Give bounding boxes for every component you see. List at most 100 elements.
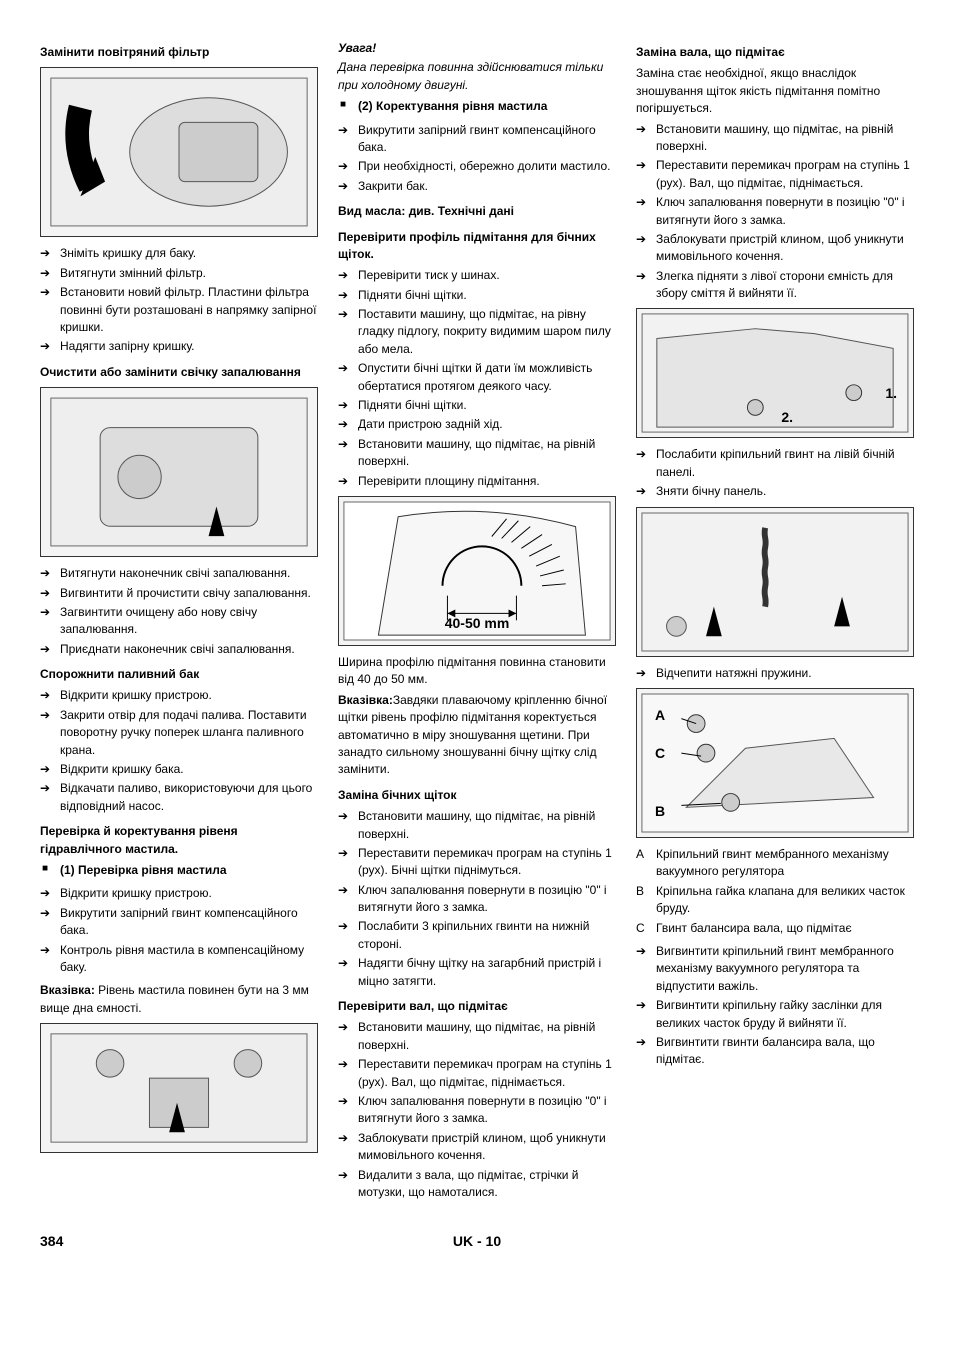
heading-spark-plug: Очистити або замінити свічку запалювання: [40, 364, 318, 381]
figure-oil-tank: [40, 1023, 318, 1153]
list-item: Послабити 3 кріпильних гвинти на нижній …: [338, 918, 616, 953]
list-item: Вигвинтити гвинти балансира вала, що під…: [636, 1034, 914, 1069]
heading-sweep-profile: Перевірити профіль підмітання для бічних…: [338, 229, 616, 264]
legend-item: CГвинт балансира вала, що підмітає: [636, 920, 914, 937]
page-columns: Замінити повітряний фільтр Зніміть кришк…: [40, 36, 914, 1207]
figure-label-b: B: [655, 801, 665, 821]
oil-check-sq: (1) Перевірка рівня мастила: [40, 862, 318, 879]
list-item: Перевірити тиск у шинах.: [338, 267, 616, 284]
list-item: Встановити машину, що підмітає, на рівні…: [338, 436, 616, 471]
fuel-steps: Відкрити кришку пристрою. Закрити отвір …: [40, 687, 318, 815]
shaft-replace-steps-d: Вигвинтити кріпильний гвинт мембранного …: [636, 943, 914, 1069]
list-item: Витягнути наконечник свічі запалювання.: [40, 565, 318, 582]
shaft-replace-steps-c: Відчепити натяжні пружини.: [636, 665, 914, 682]
list-item: Поставити машину, що підмітає, на рівну …: [338, 306, 616, 358]
oil-correct-sq: (2) Коректування рівня мастила: [338, 98, 616, 115]
legend-item: BКріпильна гайка клапана для великих час…: [636, 883, 914, 918]
column-1: Замінити повітряний фільтр Зніміть кришк…: [40, 36, 318, 1207]
list-item: Закрити бак.: [338, 178, 616, 195]
figure-springs: [636, 507, 914, 657]
filter-steps: Зніміть кришку для баку. Витягнути змінн…: [40, 245, 318, 355]
attention-heading: Увага!: [338, 40, 616, 57]
list-item: Підняти бічні щітки.: [338, 397, 616, 414]
figure-panel-screws: 1. 2.: [636, 308, 914, 438]
list-item: Відкачати паливо, використовуючи для цьо…: [40, 780, 318, 815]
legend-item: AКріпильний гвинт мембранного механізму …: [636, 846, 914, 881]
list-item: Викрутити запірний гвинт компенсаційного…: [338, 122, 616, 157]
footer-page-left: 384: [40, 1231, 63, 1251]
list-item: Контроль рівня мастила в компенсаційному…: [40, 942, 318, 977]
list-item: Закрити отвір для подачі палива. Постави…: [40, 707, 318, 759]
list-item: Зняти бічну панель.: [636, 483, 914, 500]
figure-sweep-width: 40-50 mm: [338, 496, 616, 646]
heading-oil-type: Вид масла: див. Технічні дані: [338, 203, 616, 220]
replace-shaft-intro: Заміна стає необхідної, якщо внаслідок з…: [636, 65, 914, 117]
corr-steps: Викрутити запірний гвинт компенсаційного…: [338, 122, 616, 196]
attention-text: Дана перевірка повинна здійснюватися тіл…: [338, 59, 616, 94]
list-item: Надягти бічну щітку на загарбний пристрі…: [338, 955, 616, 990]
column-2: Увага! Дана перевірка повинна здійснюват…: [338, 36, 616, 1207]
footer-center: UK - 10: [453, 1231, 501, 1251]
list-item: Підняти бічні щітки.: [338, 287, 616, 304]
list-item: Видалити з вала, що підмітає, стрічки й …: [338, 1167, 616, 1202]
list-item: Послабити кріпильний гвинт на лівій бічн…: [636, 446, 914, 481]
list-item: Відкрити кришку пристрою.: [40, 687, 318, 704]
figure-abc: A C B: [636, 688, 914, 838]
list-item: Опустити бічні щітки й дати їм можливіст…: [338, 360, 616, 395]
list-item: Переставити перемикач програм на ступінь…: [636, 157, 914, 192]
list-item: Витягнути змінний фільтр.: [40, 265, 318, 282]
list-item: Встановити новий фільтр. Пластини фільтр…: [40, 284, 318, 336]
shaft-replace-steps-a: Встановити машину, що підмітає, на рівні…: [636, 121, 914, 303]
list-item: Загвинтити очищену або нову свічу запалю…: [40, 604, 318, 639]
list-item: Ключ запалювання повернути в позицію "0"…: [338, 882, 616, 917]
heading-fuel-tank: Спорожнити паливний бак: [40, 666, 318, 683]
page-footer: 384 UK - 10: [40, 1231, 914, 1251]
list-item: Ключ запалювання повернути в позицію "0"…: [338, 1093, 616, 1128]
heading-air-filter: Замінити повітряний фільтр: [40, 44, 318, 61]
list-item: Перевірити площину підмітання.: [338, 473, 616, 490]
list-item: Вигвинтити кріпильний гвинт мембранного …: [636, 943, 914, 995]
list-item: Заблокувати пристрій клином, щоб уникнут…: [338, 1130, 616, 1165]
list-item: При необхідності, обережно долити мастил…: [338, 158, 616, 175]
abc-legend: AКріпильний гвинт мембранного механізму …: [636, 846, 914, 937]
oil-note: Вказівка: Рівень мастила повинен бути на…: [40, 982, 318, 1017]
column-3: Заміна вала, що підмітає Заміна стає нео…: [636, 36, 914, 1207]
list-item: Ключ запалювання повернути в позицію "0"…: [636, 194, 914, 229]
list-item: Зніміть кришку для баку.: [40, 245, 318, 262]
list-item: Викрутити запірний гвинт компенсаційного…: [40, 905, 318, 940]
list-item: Встановити машину, що підмітає, на рівні…: [636, 121, 914, 156]
profile-note: Вказівка:Завдяки плаваючому кріпленню бі…: [338, 692, 616, 779]
list-item: Відкрити кришку бака.: [40, 761, 318, 778]
profile-width-para: Ширина профілю підмітання повинна станов…: [338, 654, 616, 689]
list-item: Переставити перемикач програм на ступінь…: [338, 1056, 616, 1091]
list-item: Переставити перемикач програм на ступінь…: [338, 845, 616, 880]
heading-replace-brush: Заміна бічних щіток: [338, 787, 616, 804]
heading-replace-shaft: Заміна вала, що підмітає: [636, 44, 914, 61]
list-item: (1) Перевірка рівня мастила: [40, 862, 318, 879]
list-item: Встановити машину, що підмітає, на рівні…: [338, 1019, 616, 1054]
heading-oil-level: Перевірка й коректування рівеня гідравлі…: [40, 823, 318, 858]
profile-steps: Перевірити тиск у шинах. Підняти бічні щ…: [338, 267, 616, 490]
figure-mm-label: 40-50 mm: [445, 613, 510, 633]
figure-air-filter: [40, 67, 318, 237]
figure-label-1: 1.: [885, 383, 897, 403]
shaft-steps: Встановити машину, що підмітає, на рівні…: [338, 1019, 616, 1201]
list-item: Заблокувати пристрій клином, щоб уникнут…: [636, 231, 914, 266]
figure-label-c: C: [655, 743, 665, 763]
list-item: Вигвинтити кріпильну гайку заслінки для …: [636, 997, 914, 1032]
list-item: Приєднати наконечник свічі запалювання.: [40, 641, 318, 658]
figure-spark-plug: [40, 387, 318, 557]
figure-label-2: 2.: [781, 407, 793, 427]
list-item: Відчепити натяжні пружини.: [636, 665, 914, 682]
oil-steps: Відкрити кришку пристрою. Викрутити запі…: [40, 885, 318, 976]
list-item: Надягти запірну кришку.: [40, 338, 318, 355]
replace-steps: Встановити машину, що підмітає, на рівні…: [338, 808, 616, 990]
list-item: Встановити машину, що підмітає, на рівні…: [338, 808, 616, 843]
heading-check-shaft: Перевірити вал, що підмітає: [338, 998, 616, 1015]
list-item: (2) Коректування рівня мастила: [338, 98, 616, 115]
shaft-replace-steps-b: Послабити кріпильний гвинт на лівій бічн…: [636, 446, 914, 500]
spark-steps: Витягнути наконечник свічі запалювання. …: [40, 565, 318, 658]
list-item: Відкрити кришку пристрою.: [40, 885, 318, 902]
list-item: Дати пристрою задній хід.: [338, 416, 616, 433]
list-item: Злегка підняти з лівої сторони ємність д…: [636, 268, 914, 303]
